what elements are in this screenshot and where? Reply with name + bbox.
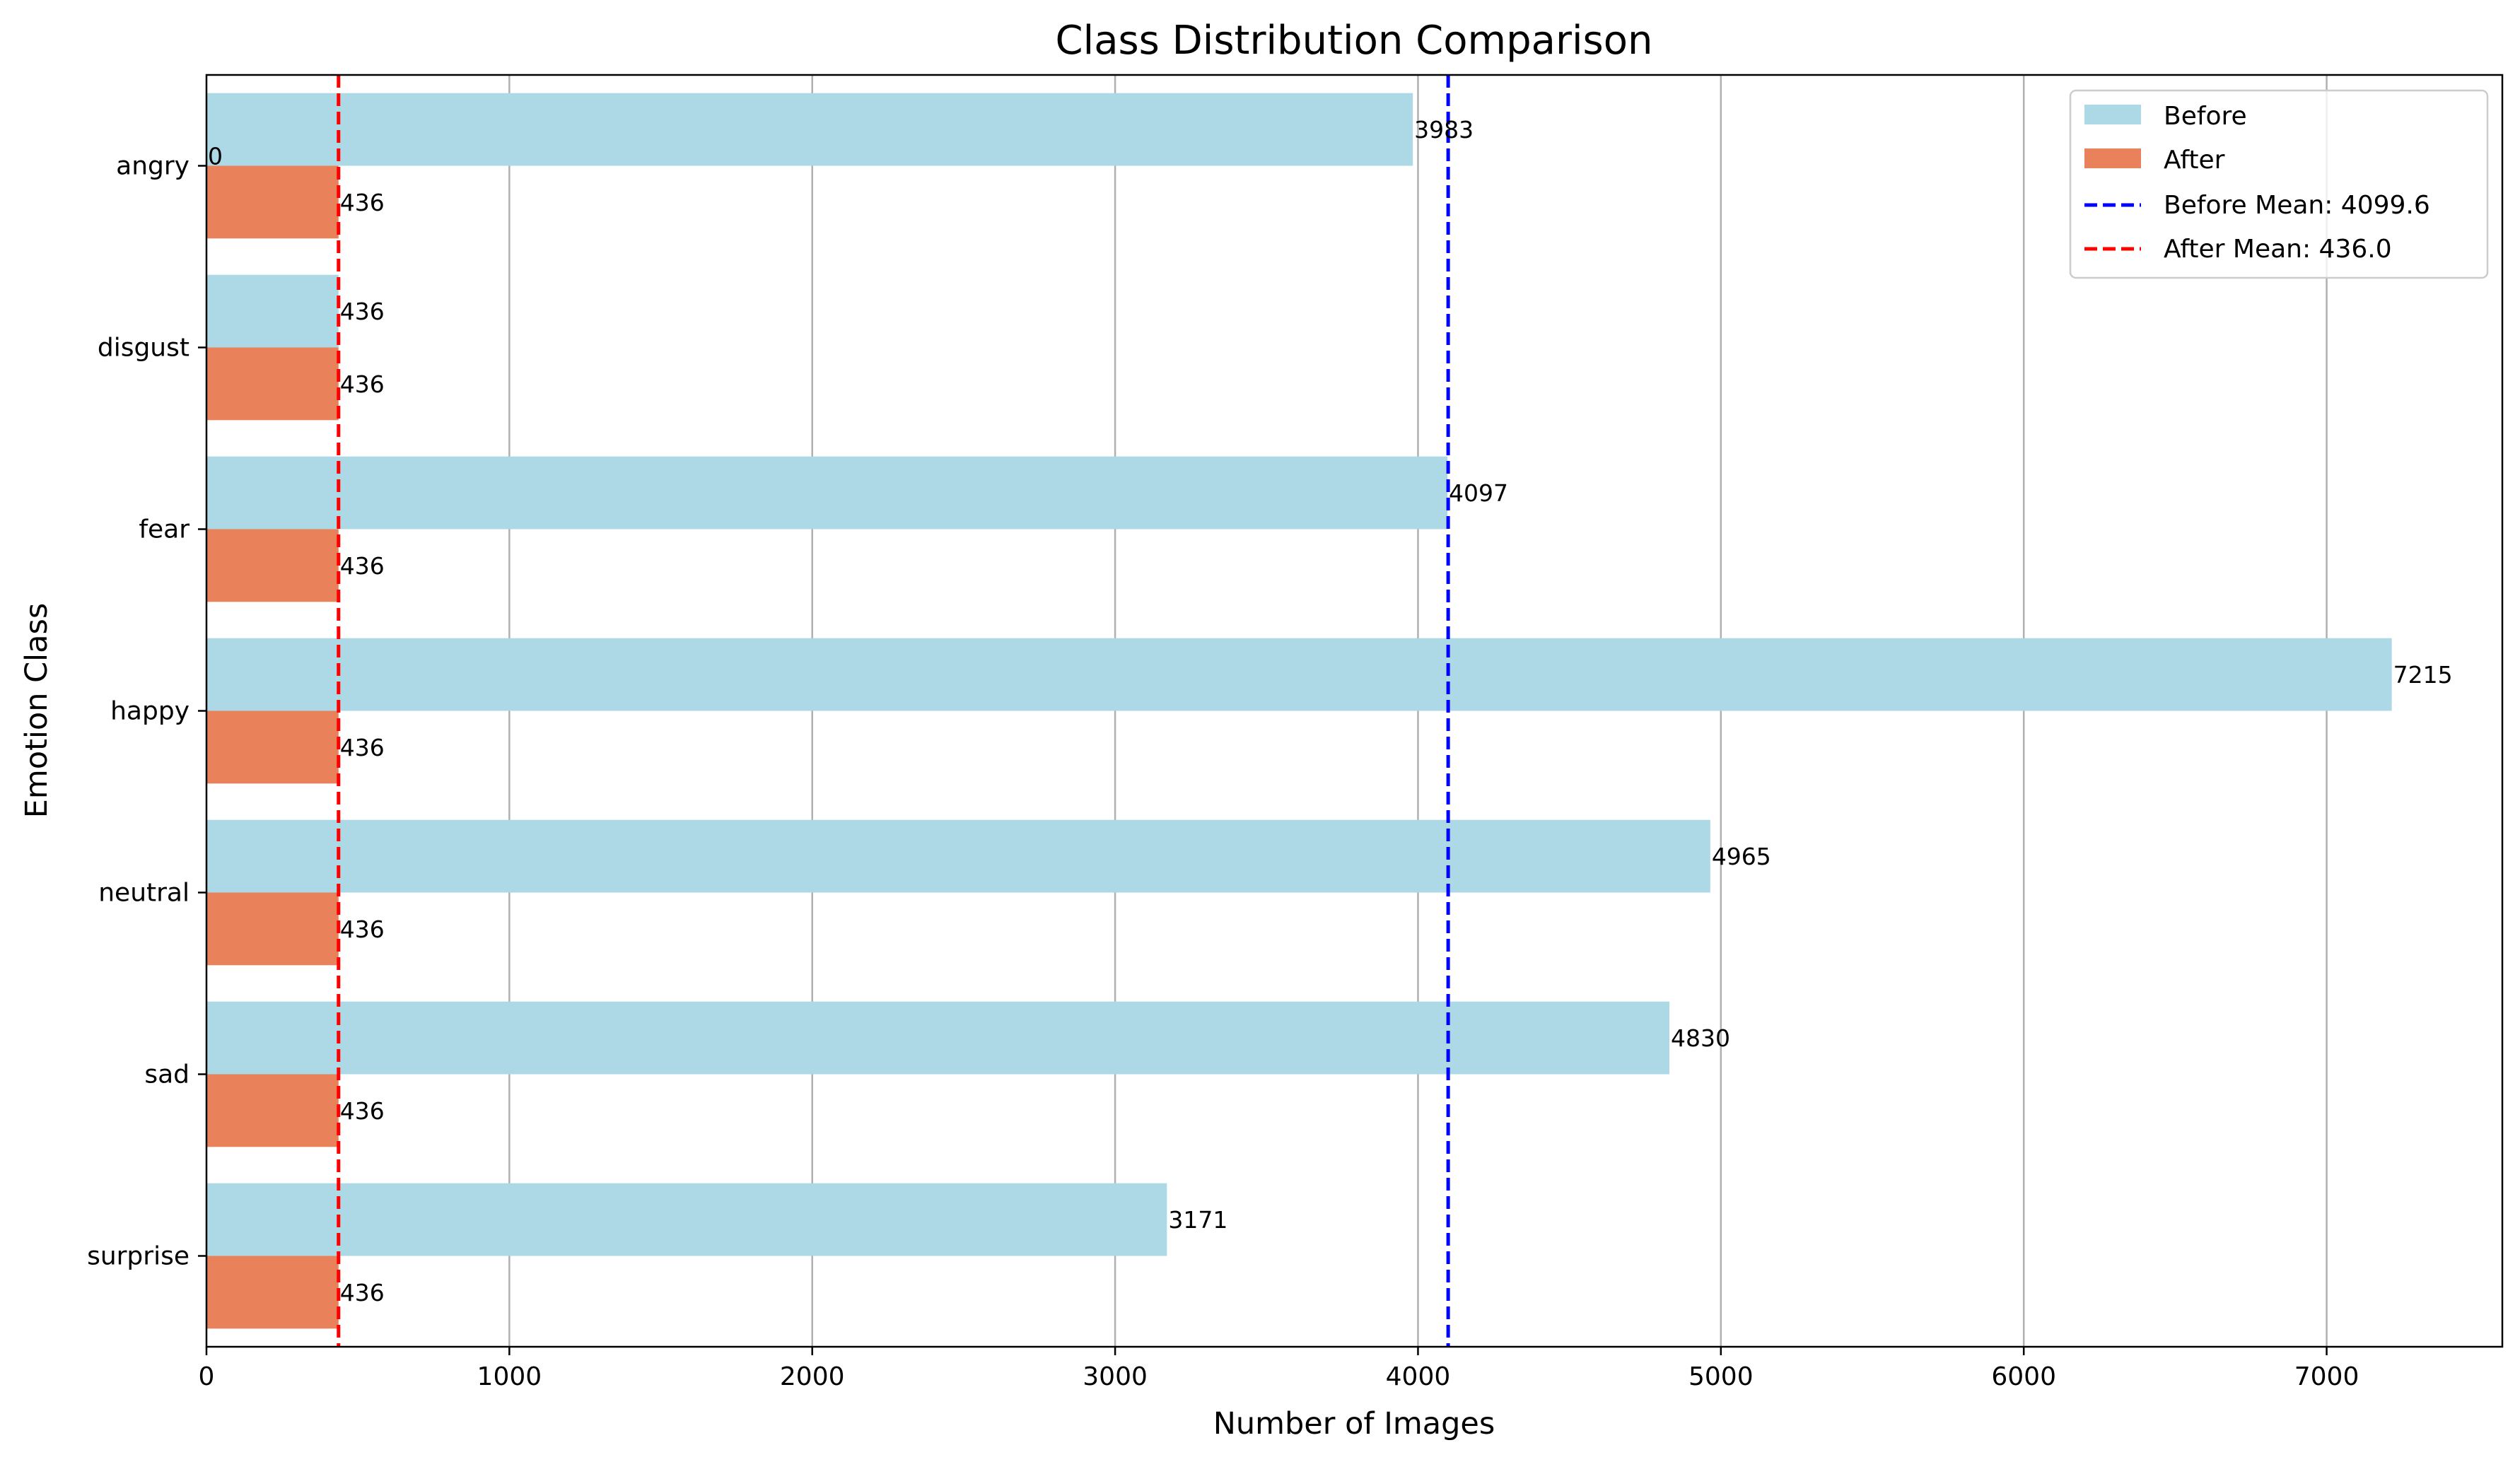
bar-after-sad <box>206 1074 339 1147</box>
legend-label-before: Before <box>2164 102 2247 131</box>
bar-before-angry <box>206 93 1413 166</box>
legend-label-after-mean: After Mean: 436.0 <box>2164 235 2392 264</box>
legend-frame <box>2069 89 2489 279</box>
data-label-before-sad: 4830 <box>1671 1024 1730 1052</box>
y-tick-label-fear: fear <box>139 515 189 544</box>
data-label-before-disgust: 436 <box>340 298 385 325</box>
bar-after-surprise <box>206 1256 339 1329</box>
data-label-after-fear: 436 <box>340 552 385 580</box>
y-axis-ticks: angry disgust fear happy neutral sad surprise <box>87 152 206 1271</box>
data-labels: 3983 436 436 436 4097 436 7215 436 4965 436 4830 43… <box>208 116 2453 1306</box>
x-tick-label: 5000 <box>1688 1362 1754 1391</box>
legend-label-after: After <box>2164 146 2225 175</box>
data-label-before-angry: 3983 <box>1414 116 1474 144</box>
data-label-before-neutral: 4965 <box>1712 843 1771 870</box>
data-label-before-happy: 7215 <box>2393 661 2453 689</box>
legend: Before After Before Mean: 4099.6 After M… <box>2069 89 2489 279</box>
bar-before-happy <box>206 638 2392 711</box>
y-tick-label-happy: happy <box>110 697 189 726</box>
x-tick-label: 6000 <box>1991 1362 2056 1391</box>
legend-label-before-mean: Before Mean: 4099.6 <box>2164 191 2430 220</box>
x-tick-label: 7000 <box>2294 1362 2359 1391</box>
data-label-zero: 0 <box>208 143 223 170</box>
bar-before-surprise <box>206 1183 1167 1256</box>
x-axis-ticks: 0 1000 2000 3000 4000 5000 6000 7000 <box>199 1347 2359 1391</box>
x-tick-label: 2000 <box>780 1362 845 1391</box>
data-label-before-fear: 4097 <box>1449 479 1508 507</box>
y-tick-label-disgust: disgust <box>98 334 189 363</box>
y-tick-label-sad: sad <box>144 1060 189 1089</box>
x-tick-label: 4000 <box>1386 1362 1451 1391</box>
x-tick-label: 3000 <box>1083 1362 1148 1391</box>
bar-after-fear <box>206 529 339 602</box>
bar-after-angry <box>206 165 339 239</box>
bar-after-neutral <box>206 892 339 966</box>
bar-before-neutral <box>206 819 1710 893</box>
x-axis-label: Number of Images <box>1213 1406 1495 1441</box>
x-tick-label: 1000 <box>477 1362 542 1391</box>
data-label-after-happy: 436 <box>340 734 385 761</box>
bar-after-happy <box>206 710 339 784</box>
bars <box>206 93 2392 1329</box>
y-tick-label-angry: angry <box>116 152 189 181</box>
data-label-after-sad: 436 <box>340 1097 385 1125</box>
data-label-after-neutral: 436 <box>340 916 385 943</box>
x-tick-label: 0 <box>199 1362 215 1391</box>
bar-before-disgust <box>206 274 339 348</box>
chart-title: Class Distribution Comparison <box>1056 18 1653 64</box>
y-tick-label-surprise: surprise <box>87 1242 189 1271</box>
legend-swatch-after <box>2084 148 2141 168</box>
y-axis-label: Emotion Class <box>19 603 54 819</box>
data-label-after-surprise: 436 <box>340 1279 385 1306</box>
bar-before-fear <box>206 456 1448 530</box>
data-label-after-disgust: 436 <box>340 370 385 398</box>
data-label-after-angry: 436 <box>340 189 385 216</box>
y-tick-label-neutral: neutral <box>98 879 189 908</box>
mean-lines <box>337 75 1450 1347</box>
data-label-before-surprise: 3171 <box>1168 1206 1227 1234</box>
bar-after-disgust <box>206 347 339 421</box>
legend-swatch-before <box>2084 105 2141 124</box>
bar-before-sad <box>206 1001 1669 1075</box>
